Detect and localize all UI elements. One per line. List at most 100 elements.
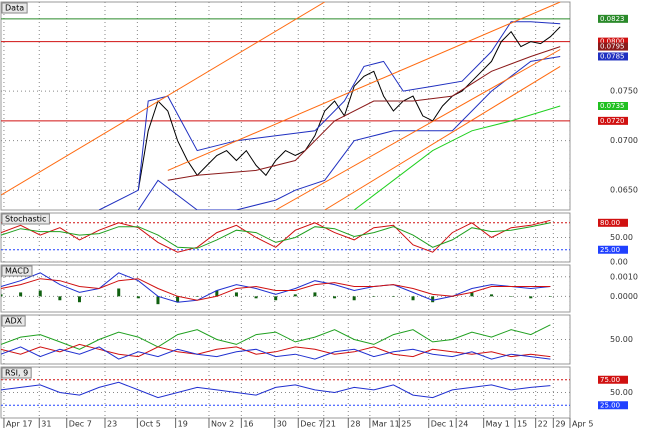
series-line	[98, 21, 561, 210]
series-line	[1, 219, 551, 253]
x-tick-label: 24	[458, 420, 468, 429]
y-tick-label: 0.0650	[610, 186, 638, 195]
panel-title-box	[1, 315, 26, 327]
histogram-bar	[234, 292, 238, 297]
panel-title-box	[1, 367, 32, 379]
histogram-bar	[352, 296, 356, 301]
y-tick-label: 0.0750	[610, 87, 638, 96]
histogram-bar	[117, 288, 121, 297]
y-tick-label: 50.00	[610, 233, 633, 242]
level-box	[598, 245, 628, 254]
y-tick-label: 0.0000	[610, 292, 638, 301]
y-tick-label: 50.00	[610, 388, 633, 397]
histogram-bar	[176, 296, 180, 303]
panel	[0, 1, 571, 211]
x-tick-label: Nov 2	[211, 420, 234, 429]
histogram-bar	[195, 296, 199, 297]
histogram-bar	[215, 290, 219, 297]
series-line	[137, 26, 561, 191]
series-line	[137, 56, 561, 210]
plot-area	[1, 315, 570, 364]
histogram-bar	[391, 296, 395, 297]
x-tick-label: Oct 5	[139, 420, 160, 429]
panel-title: Data	[5, 4, 24, 13]
level-label: 0.0800	[600, 38, 625, 46]
series-line	[1, 381, 551, 399]
x-tick-label: May 1	[486, 420, 510, 429]
level-box	[598, 218, 628, 227]
level-label: 80.00	[600, 219, 620, 227]
level-label: 0.0795	[600, 43, 625, 51]
level-label: 0.0785	[600, 52, 625, 60]
plot-area	[1, 213, 570, 262]
level-label: 25.00	[600, 246, 620, 254]
histogram-bar	[77, 296, 81, 303]
plot-area	[1, 2, 570, 210]
x-tick-label: Mar 11	[372, 420, 400, 429]
y-tick-label: 0.0700	[610, 136, 638, 145]
x-tick-label: Dec 1	[431, 420, 454, 429]
histogram-bar	[372, 296, 376, 297]
histogram-bar	[136, 296, 140, 299]
histogram-bar	[156, 296, 160, 305]
level-label: 0.0720	[600, 117, 625, 125]
panel-title-box	[1, 265, 33, 277]
x-tick-label: 15	[517, 420, 527, 429]
level-label: 0.0735	[600, 102, 625, 110]
histogram-bar	[490, 294, 494, 297]
histogram-bar	[431, 296, 435, 303]
panel-title: Stochastic	[5, 215, 46, 224]
histogram-bar	[19, 292, 23, 297]
level-box	[598, 401, 628, 410]
series-line	[167, 46, 561, 181]
series-line	[1, 346, 551, 360]
level-label: 25.00	[600, 401, 620, 409]
histogram-bar	[97, 296, 101, 297]
x-tick-label: Apr 5	[572, 420, 593, 429]
panel-title: MACD	[5, 267, 29, 276]
histogram-bar	[1, 294, 3, 297]
series-line	[1, 2, 325, 196]
series-line	[1, 272, 551, 303]
panel-title: RSI, 9	[5, 369, 28, 378]
histogram-bar	[529, 296, 533, 299]
histogram-bar	[293, 294, 297, 297]
x-tick-label: Apr 17	[6, 420, 33, 429]
y-tick-label: 0.00	[610, 258, 628, 267]
x-tick-label: 25	[401, 420, 411, 429]
x-tick-label: Dec 7	[300, 420, 323, 429]
series-line	[1, 278, 551, 301]
histogram-bar	[470, 292, 474, 297]
histogram-bar	[274, 296, 278, 301]
series-line	[1, 324, 551, 350]
plot-area	[1, 367, 570, 418]
series-line	[324, 65, 561, 210]
x-tick-label: 22	[538, 420, 548, 429]
series-line	[167, 2, 561, 171]
panel-title-box	[1, 213, 50, 225]
x-tick-label: 30	[277, 420, 287, 429]
x-tick-label: 28	[350, 420, 360, 429]
plot-area	[1, 265, 570, 312]
histogram-bar	[509, 296, 513, 297]
x-tick-label: 21	[326, 420, 336, 429]
histogram-bar	[333, 296, 337, 299]
x-tick-label: Dec 7	[69, 420, 92, 429]
level-box	[598, 14, 628, 23]
level-box	[598, 37, 628, 46]
series-line	[353, 105, 561, 210]
level-label: 0.0823	[600, 15, 625, 23]
series-line	[275, 49, 561, 210]
series-line	[1, 222, 551, 249]
x-tick-label: 23	[107, 420, 117, 429]
panel-title: ADX	[5, 317, 23, 326]
level-box	[598, 116, 628, 125]
level-box	[598, 102, 628, 110]
x-tick-label: 16	[243, 420, 253, 429]
level-box	[598, 375, 628, 384]
histogram-bar	[58, 296, 62, 301]
x-tick-label: 31	[41, 420, 51, 429]
series-line	[1, 343, 551, 358]
panel-title-box	[1, 2, 28, 14]
